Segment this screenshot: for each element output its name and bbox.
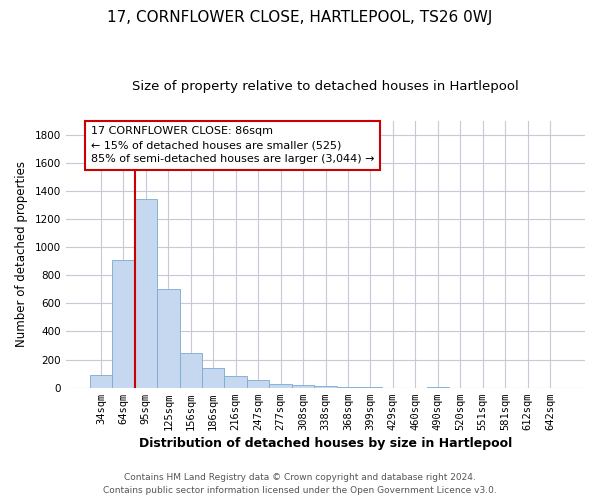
Bar [112, 260, 134, 388]
Y-axis label: Number of detached properties: Number of detached properties [15, 161, 28, 347]
Bar [134, 200, 157, 388]
Bar [292, 385, 314, 388]
Bar [202, 368, 224, 388]
Text: 17 CORNFLOWER CLOSE: 86sqm
← 15% of detached houses are smaller (525)
85% of sem: 17 CORNFLOWER CLOSE: 86sqm ← 15% of deta… [91, 126, 374, 164]
Title: Size of property relative to detached houses in Hartlepool: Size of property relative to detached ho… [132, 80, 519, 93]
X-axis label: Distribution of detached houses by size in Hartlepool: Distribution of detached houses by size … [139, 437, 512, 450]
Bar [179, 352, 202, 388]
Bar [314, 386, 337, 388]
Bar [157, 290, 179, 388]
Bar [224, 376, 247, 388]
Bar [269, 384, 292, 388]
Text: 17, CORNFLOWER CLOSE, HARTLEPOOL, TS26 0WJ: 17, CORNFLOWER CLOSE, HARTLEPOOL, TS26 0… [107, 10, 493, 25]
Bar [337, 387, 359, 388]
Text: Contains HM Land Registry data © Crown copyright and database right 2024.
Contai: Contains HM Land Registry data © Crown c… [103, 474, 497, 495]
Bar [427, 386, 449, 388]
Bar [89, 375, 112, 388]
Bar [247, 380, 269, 388]
